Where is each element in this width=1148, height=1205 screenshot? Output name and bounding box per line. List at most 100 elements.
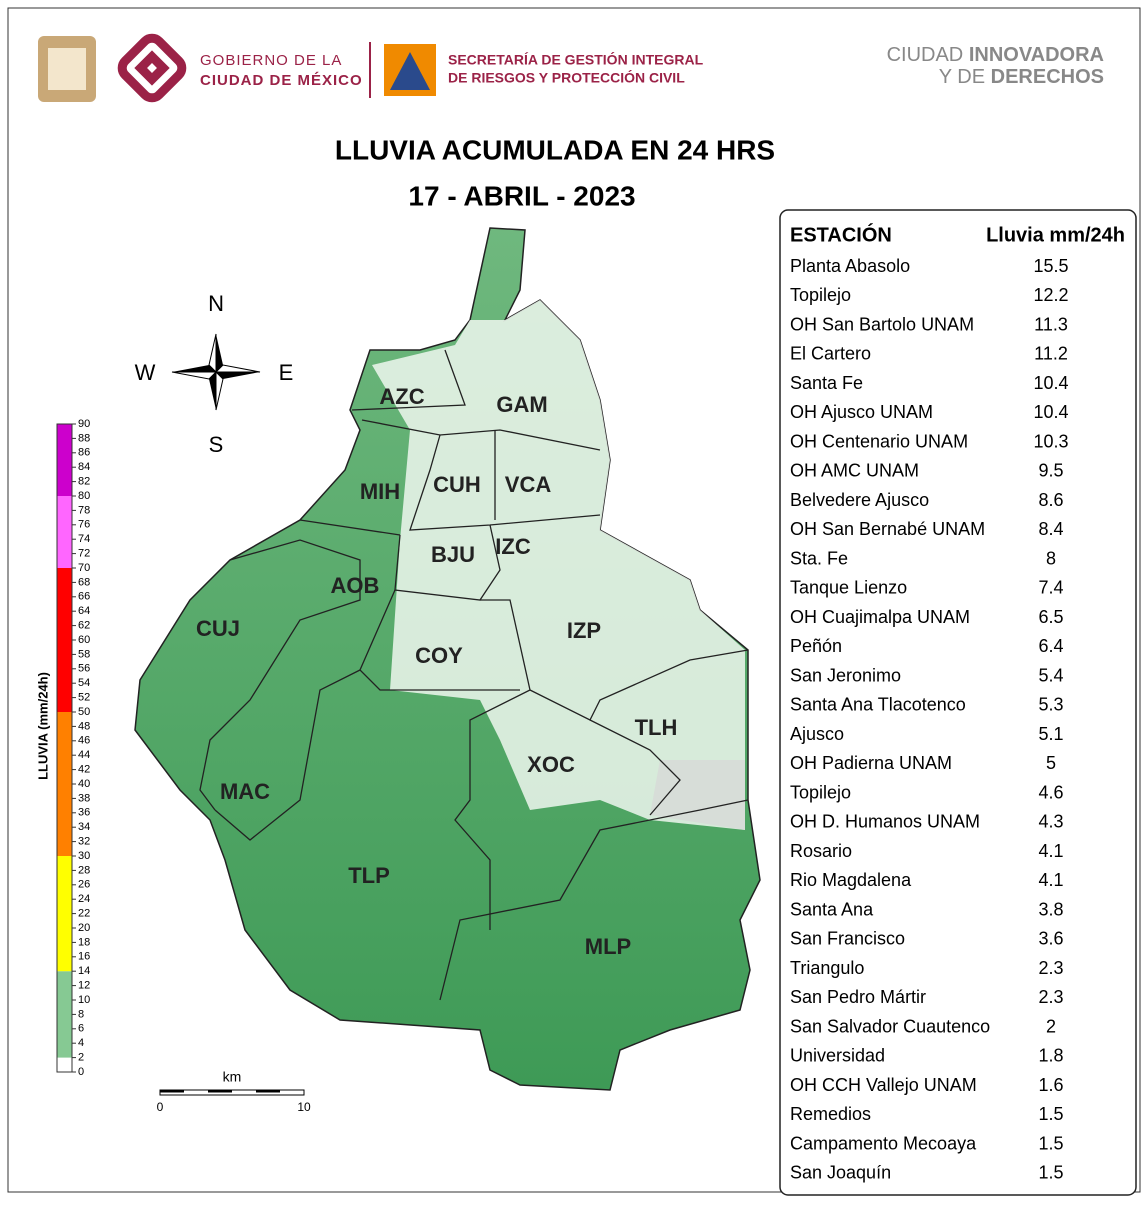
colorbar: LLUVIA (mm/24h) 024681012141618202224262… [35, 418, 90, 1078]
colorbar-tick-label: 26 [78, 879, 90, 891]
station-name: San Francisco [790, 929, 905, 949]
station-name: Remedios [790, 1104, 871, 1124]
station-rain: 1.5 [1038, 1104, 1063, 1124]
station-rain: 8.4 [1038, 519, 1063, 539]
district-label: COY [415, 643, 463, 668]
station-name: OH Ajusco UNAM [790, 402, 933, 422]
colorbar-tick-label: 34 [78, 821, 90, 833]
station-name: Sta. Fe [790, 548, 848, 568]
date: 17 - ABRIL - 2023 [408, 180, 635, 211]
station-rain: 5.3 [1038, 695, 1063, 715]
colorbar-tick-label: 24 [78, 893, 90, 905]
colorbar-tick-label: 4 [78, 1037, 84, 1049]
colorbar-tick-label: 56 [78, 663, 90, 675]
colorbar-tick-label: 76 [78, 519, 90, 531]
colorbar-tick-label: 32 [78, 836, 90, 848]
table-box [779, 209, 1137, 1196]
station-name: OH Centenario UNAM [790, 431, 968, 451]
station-rain: 2 [1046, 1016, 1056, 1036]
station-rain: 10.4 [1033, 402, 1068, 422]
shade-zone [650, 760, 745, 830]
colorbar-tick-label: 52 [78, 692, 90, 704]
compass: N S W E [135, 291, 294, 457]
station-rain: 5 [1046, 753, 1056, 773]
colorbar-tick-label: 90 [78, 418, 90, 430]
colorbar-tick-label: 64 [78, 605, 90, 617]
station-rain: 1.5 [1038, 1163, 1063, 1183]
colorbar-band [57, 424, 72, 496]
station-name: Rio Magdalena [790, 870, 912, 890]
district-label: CUH [433, 472, 481, 497]
right-line1-b: INNOVADORA [969, 44, 1104, 66]
station-rain: 6.4 [1038, 636, 1063, 656]
station-rain: 1.5 [1038, 1133, 1063, 1153]
station-name: Universidad [790, 1046, 885, 1066]
station-rain: 4.3 [1038, 812, 1063, 832]
station-name: OH Padierna UNAM [790, 753, 952, 773]
colorbar-band [57, 712, 72, 856]
station-rain: 2.3 [1038, 958, 1063, 978]
scale-start: 0 [157, 1100, 164, 1114]
district-label: XOC [527, 752, 575, 777]
compass-e: E [279, 360, 294, 385]
right-line1-a: CIUDAD [887, 44, 964, 66]
station-rain: 11.2 [1034, 344, 1068, 364]
station-rain: 6.5 [1038, 607, 1063, 627]
colorbar-band [57, 971, 72, 1058]
station-rain: 12.2 [1033, 285, 1068, 305]
colorbar-tick-label: 84 [78, 461, 90, 473]
colorbar-tick-label: 60 [78, 634, 90, 646]
colorbar-tick-label: 54 [78, 677, 90, 689]
colorbar-tick-label: 80 [78, 490, 90, 502]
colorbar-tick-label: 88 [78, 432, 90, 444]
gov-line2: CIUDAD DE MÉXICO [200, 72, 363, 89]
right-line2-a: Y DE [939, 66, 985, 88]
colorbar-tick-label: 48 [78, 720, 90, 732]
station-name: Santa Ana [790, 899, 874, 919]
station-rain: 5.1 [1038, 724, 1063, 744]
colorbar-tick-label: 82 [78, 476, 90, 488]
colorbar-tick-label: 8 [78, 1008, 84, 1020]
header: GOBIERNO DE LA CIUDAD DE MÉXICO SECRETAR… [38, 33, 1104, 103]
station-rain: 3.8 [1038, 899, 1063, 919]
colorbar-band [57, 856, 72, 972]
colorbar-tick-label: 10 [78, 994, 90, 1006]
district-label: VCA [505, 472, 552, 497]
table-header-station: ESTACIÓN [790, 222, 892, 246]
colorbar-tick-label: 0 [78, 1066, 84, 1078]
colorbar-tick-label: 38 [78, 792, 90, 804]
gov-line1: GOBIERNO DE LA [200, 52, 342, 69]
station-name: San Salvador Cuautenco [790, 1016, 990, 1036]
colorbar-label: LLUVIA (mm/24h) [35, 672, 50, 780]
station-rain: 11.3 [1034, 314, 1068, 334]
station-name: San Pedro Mártir [790, 987, 926, 1007]
colorbar-tick-label: 74 [78, 533, 90, 545]
station-name: Peñón [790, 636, 842, 656]
station-name: Belvedere Ajusco [790, 490, 929, 510]
colorbar-tick-label: 72 [78, 548, 90, 560]
district-label: MLP [585, 934, 631, 959]
scale-seg [160, 1090, 184, 1093]
station-rain: 8 [1046, 548, 1056, 568]
station-name: Planta Abasolo [790, 256, 910, 276]
district-label: CUJ [196, 616, 240, 641]
station-rain: 10.3 [1033, 431, 1068, 451]
station-name: Topilejo [790, 782, 851, 802]
district-labels: AZC GAM MIH CUH VCA BJU IZC AOB CUJ COY IZP TLH XOC M… [196, 384, 677, 959]
colorbar-tick-label: 68 [78, 576, 90, 588]
station-name: OH San Bernabé UNAM [790, 519, 985, 539]
station-name: San Jeronimo [790, 665, 901, 685]
colorbar-tick-label: 2 [78, 1052, 84, 1064]
scale-unit: km [223, 1069, 242, 1085]
table-header-rain: Lluvia mm/24h [986, 224, 1125, 246]
colorbar-tick-label: 66 [78, 591, 90, 603]
station-name: OH AMC UNAM [790, 461, 919, 481]
colorbar-tick-label: 42 [78, 764, 90, 776]
scale-seg [256, 1090, 280, 1093]
station-rain: 2.3 [1038, 987, 1063, 1007]
station-name: Triangulo [790, 958, 864, 978]
right-line2: Y DE DERECHOS [939, 66, 1104, 88]
colorbar-tick-label: 44 [78, 749, 90, 761]
colorbar-tick-label: 40 [78, 778, 90, 790]
colorbar-band [57, 496, 72, 568]
